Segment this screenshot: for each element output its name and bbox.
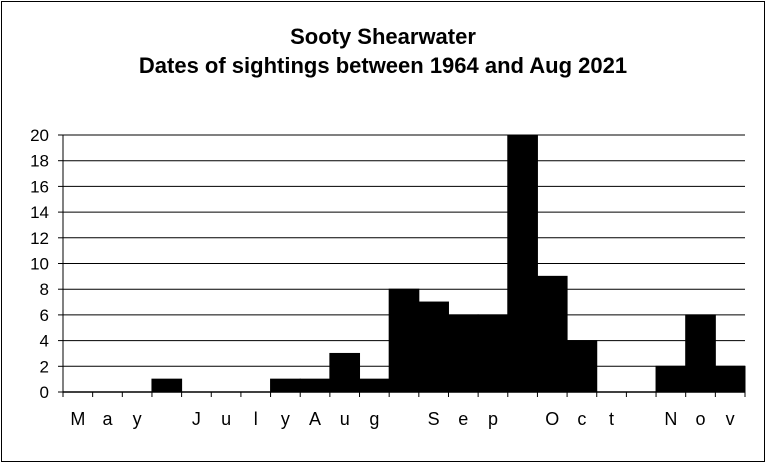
y-tick-label: 20 bbox=[30, 126, 49, 145]
chart-title: Sooty Shearwater bbox=[290, 24, 476, 49]
bar bbox=[329, 352, 361, 393]
x-tick-label: p bbox=[488, 409, 498, 429]
bar bbox=[714, 365, 746, 393]
bar bbox=[536, 275, 568, 393]
x-tick-label: o bbox=[696, 409, 706, 429]
y-tick-label: 4 bbox=[40, 332, 49, 351]
bar bbox=[566, 340, 598, 393]
bar bbox=[477, 314, 509, 393]
x-tick-label: S bbox=[428, 409, 440, 429]
y-tick-label: 10 bbox=[30, 255, 49, 274]
y-tick-label: 0 bbox=[40, 383, 49, 402]
bar bbox=[270, 378, 301, 393]
bar bbox=[418, 301, 449, 393]
x-tick-label: c bbox=[577, 409, 586, 429]
bar bbox=[685, 314, 716, 393]
bar bbox=[507, 134, 538, 393]
x-tick-label: A bbox=[309, 409, 321, 429]
x-tick-label: g bbox=[369, 409, 379, 429]
y-tick-labels: 0 2 4 6 8 10 12 14 16 18 20 bbox=[30, 126, 63, 402]
x-tick-label: y bbox=[281, 409, 290, 429]
y-tick-label: 8 bbox=[40, 280, 49, 299]
chart-subtitle: Dates of sightings between 1964 and Aug … bbox=[138, 53, 628, 78]
bar bbox=[447, 314, 479, 393]
bar bbox=[359, 378, 390, 393]
y-tick-label: 14 bbox=[30, 203, 49, 222]
x-tick-label: O bbox=[545, 409, 559, 429]
y-tick-label: 6 bbox=[40, 306, 49, 325]
x-tick-label: t bbox=[609, 409, 614, 429]
x-tick-label: M bbox=[70, 409, 85, 429]
bars bbox=[151, 134, 746, 393]
y-tick-label: 2 bbox=[40, 357, 49, 376]
x-tick-label: y bbox=[133, 409, 142, 429]
x-tick-label: l bbox=[254, 409, 258, 429]
y-tick-label: 16 bbox=[30, 177, 49, 196]
x-tick-label: a bbox=[102, 409, 113, 429]
y-tick-label: 12 bbox=[30, 229, 49, 248]
y-tick-label: 18 bbox=[30, 152, 49, 171]
x-tick-label: u bbox=[221, 409, 231, 429]
bar bbox=[299, 378, 331, 393]
bar bbox=[151, 378, 183, 393]
bar bbox=[388, 288, 420, 393]
x-tick-label: e bbox=[458, 409, 468, 429]
x-tick-label: v bbox=[726, 409, 735, 429]
x-tick-label: J bbox=[192, 409, 201, 429]
x-tick-label: u bbox=[340, 409, 350, 429]
x-tick-label: N bbox=[664, 409, 677, 429]
bar bbox=[655, 365, 687, 393]
